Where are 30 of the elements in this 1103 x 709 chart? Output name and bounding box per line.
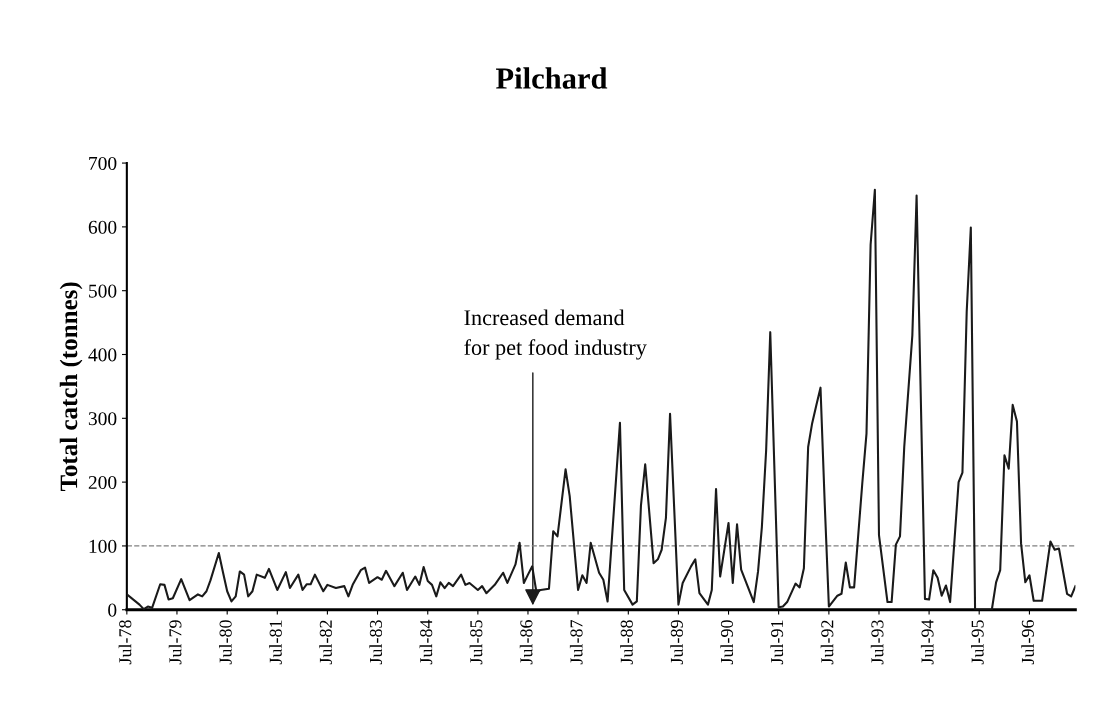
x-tick-label: Jul-90 (720, 620, 734, 665)
x-tick-label: Jul-88 (620, 620, 633, 665)
x-tick-label: Jul-96 (1021, 620, 1034, 665)
x-tick-label: Jul-94 (920, 619, 934, 665)
x-tick-label: Jul-84 (419, 619, 433, 665)
x-tick-label: Jul-89 (670, 620, 683, 665)
y-tick-label: 400 (88, 348, 117, 362)
y-tick-label: 600 (88, 220, 117, 234)
y-tick-label: 200 (88, 475, 117, 490)
y-tick-label: 300 (88, 412, 117, 426)
y-tick-label: 0 (108, 603, 117, 617)
y-tick-label: 700 (89, 156, 117, 171)
x-tick-label: Jul-78 (118, 620, 132, 665)
x-tick-label: Jul-91 (770, 620, 784, 665)
annotation: Increased demand for pet food industry (464, 309, 647, 360)
x-tick-label: Jul-92 (820, 620, 834, 665)
x-tick-label: Jul-79 (168, 620, 182, 665)
x-tick-label: Jul-81 (269, 620, 282, 665)
x-tick-label: Jul-93 (870, 620, 884, 665)
y-axis-title: Total catch (tonnes) (59, 282, 83, 492)
x-tick-label: Jul-83 (369, 620, 383, 665)
x-tick-label: Jul-86 (519, 620, 533, 665)
y-tick-label: 100 (89, 539, 117, 553)
x-tick-label: Jul-80 (219, 620, 232, 665)
x-tick-label: Jul-87 (569, 619, 583, 665)
x-tick-label: Jul-85 (469, 620, 483, 665)
chart-title: Pilchard (496, 67, 608, 89)
y-tick-label: 500 (89, 284, 117, 298)
x-tick-label: Jul-95 (971, 620, 984, 665)
x-tick-label: Jul-82 (319, 620, 332, 665)
